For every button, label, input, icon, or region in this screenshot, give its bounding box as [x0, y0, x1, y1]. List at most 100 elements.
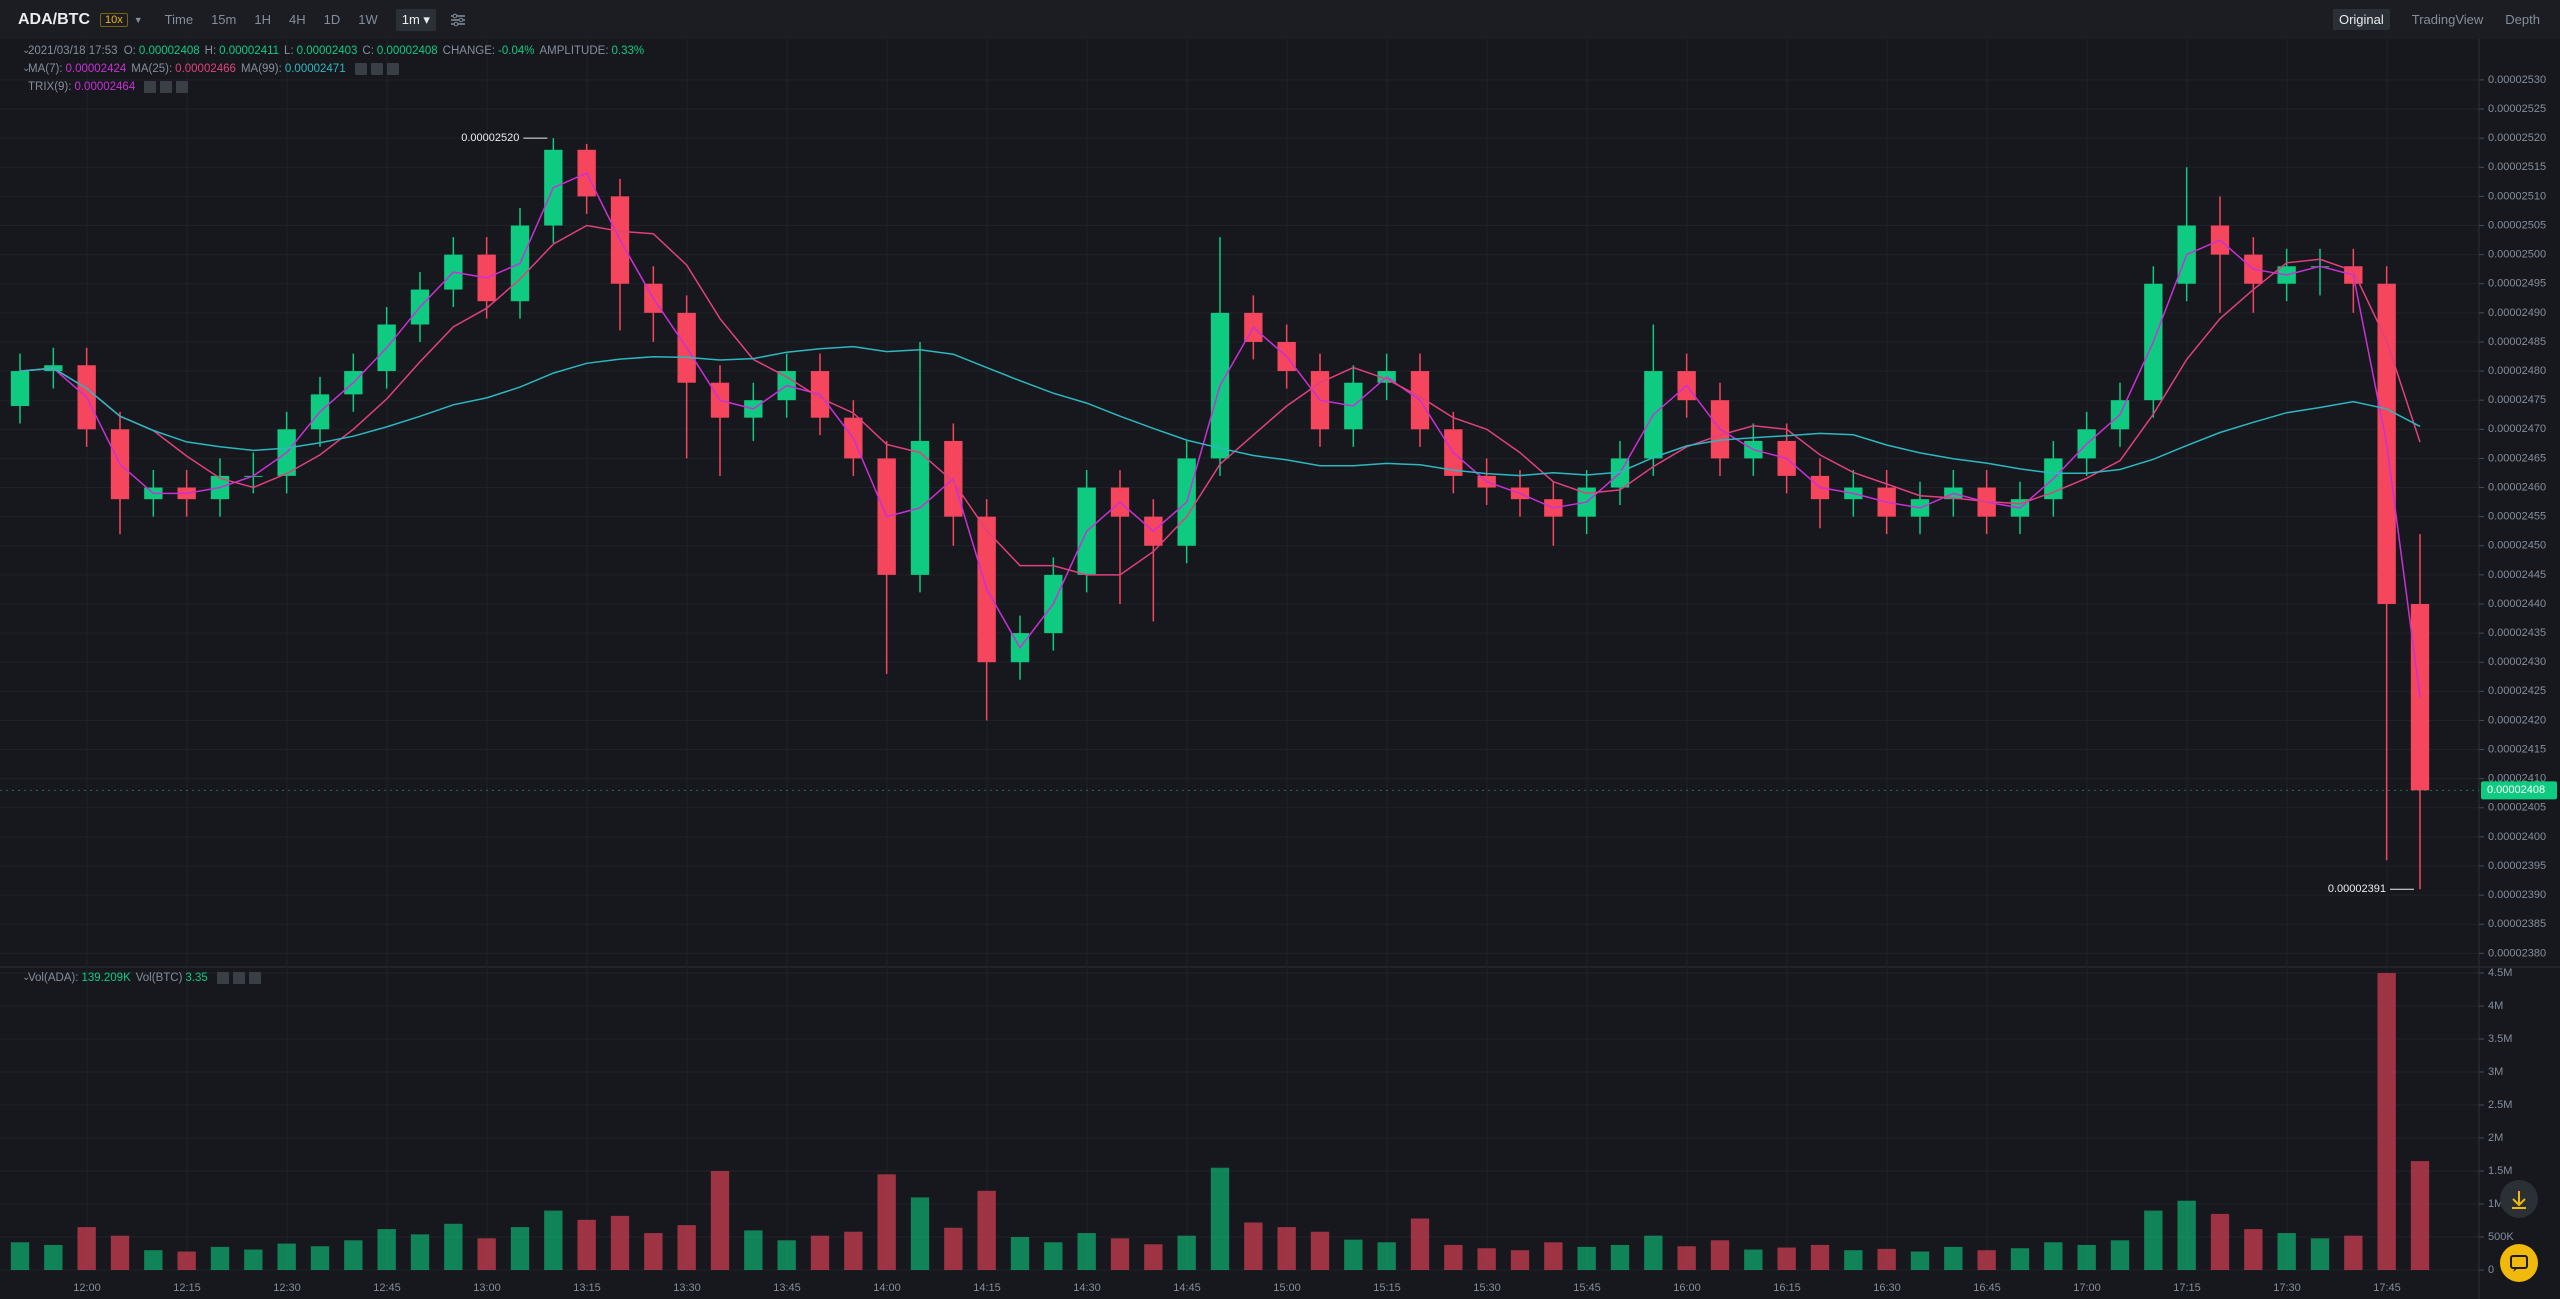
volume-bar: [1877, 1248, 1896, 1270]
price-axis-bg: [2479, 39, 2560, 1299]
active-interval-label[interactable]: 1m: [401, 11, 420, 27]
volume-bar: [1377, 1242, 1396, 1270]
y-tick-label: 0.00002380: [2488, 947, 2546, 959]
interval-option[interactable]: 1H: [254, 12, 271, 27]
close-icon[interactable]: [386, 63, 399, 75]
x-tick-label: 12:45: [373, 1282, 401, 1294]
x-tick-label: 16:30: [1873, 1282, 1901, 1294]
volume-bar: [1910, 1251, 1930, 1270]
ohlc-label: L:: [284, 45, 294, 57]
collapse[interactable]: ⌄: [22, 972, 31, 983]
interval-option[interactable]: 15m: [211, 12, 237, 27]
volume-bar: [1810, 1244, 1830, 1270]
interval-bar: Time 15m 1H 4H 1D 1W: [165, 12, 396, 27]
volume-bar: [1577, 1246, 1596, 1270]
chat-button[interactable]: [2500, 1244, 2538, 1282]
y-tick-label: 0.00002430: [2488, 656, 2546, 668]
volume-bar: [1077, 1233, 1096, 1270]
volume-bar: [944, 1227, 963, 1270]
ohlc-value: 0.33%: [611, 45, 645, 57]
volume-bar: [144, 1250, 163, 1270]
x-tick-label: 14:45: [1173, 1282, 1201, 1294]
low-marker-label: 0.00002391: [2328, 883, 2386, 895]
trix-legend: TRIX(9): 0.00002464: [28, 81, 189, 93]
x-tick-label: 15:00: [1273, 1282, 1301, 1294]
settings-icon[interactable]: [160, 81, 173, 93]
settings-icon[interactable]: [450, 13, 466, 27]
volume-bar: [1177, 1235, 1196, 1270]
interval-option[interactable]: Time: [164, 12, 194, 27]
volume-bar: [1510, 1250, 1530, 1270]
collapse[interactable]: ⌄: [22, 45, 31, 56]
volume-value: 3.35: [185, 972, 208, 985]
y-tick-label: 0: [2488, 1264, 2494, 1276]
symbol-caret[interactable]: ▼: [133, 14, 143, 25]
volume-bar: [1244, 1222, 1263, 1270]
y-tick-label: 0.00002455: [2488, 511, 2546, 523]
settings-icon[interactable]: [370, 63, 383, 75]
volume-bar: [2177, 1200, 2196, 1270]
volume-bar: [244, 1249, 263, 1270]
close-icon[interactable]: [176, 81, 189, 93]
collapse[interactable]: ⌄: [22, 63, 31, 74]
y-tick-label: 0.00002495: [2488, 278, 2546, 290]
y-tick-label: 0.00002530: [2488, 74, 2546, 86]
scroll-latest-button[interactable]: [2500, 1180, 2538, 1218]
x-tick-label: 14:30: [1073, 1282, 1101, 1294]
y-tick-label: 0.00002390: [2488, 889, 2546, 901]
interval-option[interactable]: 1D: [323, 12, 341, 27]
ma-line: [19, 345, 2421, 477]
volume-bar: [1010, 1237, 1030, 1270]
view-option[interactable]: TradingView: [2411, 12, 2484, 27]
y-tick-label: 0.00002415: [2488, 743, 2546, 755]
volume-bar: [477, 1238, 496, 1270]
last-price-tag: [2481, 781, 2557, 800]
volume-bar: [1477, 1248, 1496, 1270]
interval-option[interactable]: 1W: [358, 12, 378, 27]
volume-bar: [977, 1190, 996, 1270]
y-tick-label: 0.00002500: [2488, 249, 2546, 261]
y-tick-label: 0.00002445: [2488, 569, 2546, 581]
y-tick-label: 0.00002525: [2488, 103, 2546, 115]
last-price-label: 0.00002408: [2487, 784, 2545, 796]
eye-icon[interactable]: [144, 81, 157, 93]
volume-bar: [1944, 1246, 1963, 1270]
volume-bar: [644, 1233, 663, 1270]
y-tick-label: 0.00002485: [2488, 336, 2546, 348]
volume-bar: [1044, 1242, 1063, 1270]
y-tick-label: 0.00002480: [2488, 365, 2546, 377]
close-icon[interactable]: [248, 972, 261, 984]
ohlc-value: 0.00002408: [376, 45, 438, 57]
volume-bar: [2077, 1244, 2096, 1270]
x-tick-label: 13:30: [673, 1282, 701, 1294]
ohlc-value: 0.00002411: [219, 45, 280, 57]
active-interval[interactable]: 1m ▾: [395, 8, 436, 31]
eye-icon[interactable]: [354, 63, 367, 75]
volume-bar: [2044, 1242, 2063, 1270]
y-tick-label: 0.00002395: [2488, 860, 2546, 872]
ma-name: MA(99):: [240, 63, 282, 76]
volume-bar: [410, 1234, 430, 1270]
view-option[interactable]: Depth: [2505, 12, 2540, 27]
eye-icon[interactable]: [216, 972, 229, 984]
ohlc-value: -0.04%: [498, 45, 535, 57]
x-tick-label: 16:00: [1673, 1282, 1701, 1294]
symbol[interactable]: ADA/BTC: [18, 10, 90, 28]
volume-bar: [1444, 1244, 1463, 1270]
ma-value: 0.00002471: [284, 63, 346, 76]
view-option[interactable]: Original: [2332, 9, 2390, 30]
interval-option[interactable]: 4H: [289, 12, 306, 27]
x-tick-label: 15:30: [1473, 1282, 1501, 1294]
settings-icon[interactable]: [232, 972, 245, 984]
leverage-badge[interactable]: 10x: [100, 12, 128, 27]
view-switch: Original TradingView Depth: [2311, 9, 2540, 30]
volume-bar: [377, 1229, 396, 1270]
volume-bar: [2110, 1240, 2130, 1270]
volume-bar: [310, 1246, 330, 1270]
ma-name: MA(7):: [28, 63, 63, 76]
ohlc-label: CHANGE:: [442, 45, 496, 57]
volume-bar: [677, 1225, 696, 1270]
volume-bar: [1777, 1247, 1796, 1270]
